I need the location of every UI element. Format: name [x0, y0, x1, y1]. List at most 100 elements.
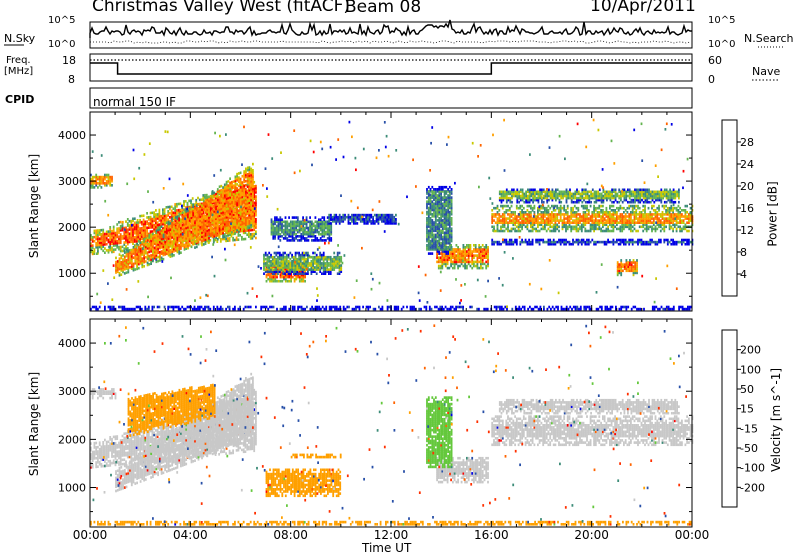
- power-cell: [144, 241, 147, 245]
- power-cell: [166, 240, 168, 243]
- power-cell: [515, 215, 518, 218]
- power-cell: [274, 216, 276, 219]
- power-cell: [133, 229, 136, 233]
- power-cell: [537, 213, 539, 216]
- power-cell: [249, 237, 252, 240]
- power-cell: [93, 186, 96, 189]
- power-cell: [436, 246, 439, 249]
- power-cell: [149, 230, 152, 233]
- power-cell: [431, 202, 434, 206]
- power-cell: [148, 242, 151, 245]
- power-cell: [178, 221, 181, 224]
- power-cell: [227, 217, 230, 220]
- power-cell: [480, 248, 482, 251]
- power-cell: [231, 224, 233, 227]
- power-cell: [286, 230, 289, 234]
- power-cell: [284, 232, 287, 236]
- power-cell: [155, 231, 158, 234]
- power-cell: [494, 206, 497, 210]
- power-cell: [326, 220, 329, 224]
- power-cell: [236, 191, 238, 194]
- power-cell: [289, 268, 292, 271]
- power-cell: [115, 260, 117, 264]
- power-cell: [143, 260, 145, 264]
- power-cell: [540, 221, 543, 224]
- power-cell: [328, 262, 330, 265]
- power-cell: [255, 236, 257, 240]
- power-cell: [429, 246, 432, 249]
- power-cell: [141, 257, 144, 260]
- power-cell: [166, 250, 168, 253]
- power-cell: [307, 257, 309, 261]
- power-cell: [245, 221, 247, 224]
- power-cell: [234, 227, 237, 230]
- power-cell: [215, 207, 217, 210]
- power-cell: [498, 229, 501, 233]
- power-cell: [98, 182, 101, 185]
- power-cell: [164, 251, 166, 254]
- power-cell: [474, 246, 477, 249]
- power-cell: [323, 218, 326, 221]
- power-cell: [263, 264, 265, 267]
- power-cell: [249, 235, 252, 238]
- power-cell: [293, 279, 296, 283]
- power-cell: [481, 256, 484, 259]
- power-cell: [190, 209, 192, 213]
- power-cell: [522, 215, 525, 218]
- power-cell: [234, 221, 237, 224]
- power-cell: [301, 262, 304, 265]
- power-cell: [155, 209, 157, 212]
- power-cell: [153, 217, 155, 221]
- power-cell: [246, 204, 249, 207]
- power-cell: [333, 215, 336, 219]
- power-cell: [321, 226, 324, 230]
- power-cell: [293, 220, 296, 224]
- power-cell: [135, 223, 138, 226]
- power-cell: [476, 248, 479, 251]
- power-cell: [118, 221, 120, 224]
- power-cell: [211, 226, 213, 229]
- power-cell: [236, 210, 238, 213]
- power-cell: [139, 239, 141, 243]
- power-cell: [225, 193, 228, 196]
- power-cell: [132, 240, 134, 243]
- power-cell: [160, 214, 162, 218]
- power-cell: [517, 227, 520, 231]
- power-cell: [93, 182, 96, 185]
- power-cell: [216, 225, 219, 229]
- power-cell: [447, 241, 449, 245]
- power-cell: [185, 243, 188, 246]
- power-cell: [439, 264, 442, 268]
- power-cell: [321, 272, 323, 275]
- power-cell: [293, 228, 296, 232]
- power-cell: [137, 254, 140, 258]
- power-cell: [471, 258, 474, 262]
- power-cell: [253, 195, 256, 198]
- power-cell: [252, 181, 254, 185]
- power-cell: [554, 227, 557, 231]
- power-cell: [351, 220, 353, 223]
- power-cell: [209, 226, 212, 229]
- power-cell: [441, 254, 444, 257]
- power-cell: [201, 204, 203, 207]
- power-cell: [288, 275, 291, 279]
- power-cell: [249, 233, 252, 236]
- power-cell: [111, 250, 113, 254]
- power-cell: [460, 254, 463, 257]
- power-cell: [324, 272, 327, 275]
- power-cell: [284, 279, 287, 283]
- power-cell: [323, 224, 326, 228]
- power-cell: [441, 208, 444, 212]
- power-cell: [436, 196, 439, 199]
- power-cell: [218, 185, 221, 188]
- power-cell: [174, 245, 177, 248]
- power-cell: [118, 241, 120, 245]
- power-cell: [97, 182, 99, 185]
- power-cell: [252, 177, 254, 180]
- power-cell: [222, 219, 224, 222]
- power-cell: [325, 222, 327, 226]
- power-cell: [443, 208, 446, 212]
- power-cell: [450, 235, 453, 239]
- power-cell: [307, 228, 310, 232]
- power-cell: [273, 257, 276, 261]
